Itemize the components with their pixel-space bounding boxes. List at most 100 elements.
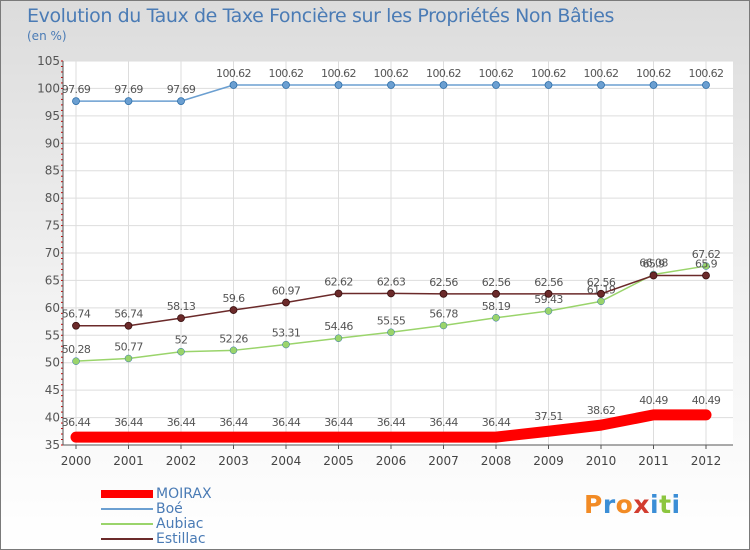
data-point <box>492 314 500 322</box>
data-label: 40.49 <box>639 394 668 407</box>
y-tick-label: 50 <box>45 356 60 370</box>
data-label: 100.62 <box>374 67 409 80</box>
data-label: 100.62 <box>269 67 304 80</box>
data-label: 56.74 <box>114 308 143 321</box>
x-tick-label: 2007 <box>428 454 459 468</box>
data-label: 36.44 <box>219 416 248 429</box>
y-tick-label: 90 <box>45 136 60 150</box>
logo-letter: o <box>615 490 634 519</box>
data-label: 52.26 <box>219 332 248 345</box>
y-tick-label: 35 <box>45 438 60 452</box>
legend-item-moirax: MOIRAX <box>101 487 212 501</box>
legend-item-estillac: Estillac <box>101 532 206 546</box>
data-label: 56.74 <box>62 308 91 321</box>
data-label: 36.44 <box>272 416 301 429</box>
data-point <box>597 81 605 89</box>
data-label: 60.97 <box>272 285 301 298</box>
data-point <box>544 307 553 315</box>
data-label: 55.55 <box>377 314 406 327</box>
data-point <box>229 346 238 355</box>
x-tick-label: 2000 <box>61 454 92 468</box>
data-label: 100.62 <box>636 67 671 80</box>
data-point <box>702 81 710 89</box>
y-tick-label: 100 <box>37 81 60 95</box>
series-line-moirax <box>70 409 712 443</box>
data-label: 100.62 <box>216 67 251 80</box>
data-label: 67.62 <box>692 248 721 261</box>
data-label: 100.62 <box>479 67 514 80</box>
data-point <box>124 97 133 106</box>
y-tick-label: 45 <box>45 383 60 397</box>
y-tick-label: 40 <box>45 411 60 425</box>
y-tick-label: 105 <box>37 54 60 68</box>
y-tick-label: 65 <box>45 273 60 287</box>
legend-label-moirax: MOIRAX <box>156 486 212 502</box>
data-label: 100.62 <box>584 67 619 80</box>
data-point <box>334 334 343 342</box>
data-point <box>72 97 80 106</box>
data-label: 40.49 <box>692 394 721 407</box>
data-label: 62.63 <box>377 275 406 288</box>
logo-letter: x <box>633 490 650 519</box>
data-label: 50.28 <box>62 343 91 356</box>
legend-swatch-aubiac <box>101 523 153 525</box>
x-tick-label: 2009 <box>533 454 564 468</box>
data-label: 59.6 <box>222 292 245 305</box>
data-point <box>439 321 448 330</box>
data-point <box>439 289 448 298</box>
data-point <box>124 321 133 330</box>
x-tick-label: 2006 <box>376 454 407 468</box>
data-label: 36.44 <box>114 416 143 429</box>
data-label: 58.13 <box>167 300 196 313</box>
data-label: 58.19 <box>482 300 511 313</box>
data-label: 97.69 <box>62 83 91 96</box>
data-point <box>387 289 395 298</box>
data-label: 54.46 <box>324 320 353 333</box>
chart-title: Evolution du Taux de Taxe Foncière sur l… <box>27 5 615 27</box>
data-label: 36.44 <box>429 416 458 429</box>
data-label: 36.44 <box>482 416 511 429</box>
y-tick-label: 75 <box>45 219 60 233</box>
data-label: 36.44 <box>167 416 196 429</box>
logo-letter: i <box>650 490 660 519</box>
y-tick-label: 55 <box>45 328 60 342</box>
data-label: 97.69 <box>114 83 143 96</box>
x-tick-label: 2004 <box>271 454 302 468</box>
data-point <box>544 289 553 298</box>
data-label: 36.44 <box>324 416 353 429</box>
data-label: 38.62 <box>587 404 616 417</box>
x-tick-label: 2003 <box>218 454 249 468</box>
legend-item-boe: Boé <box>101 502 183 516</box>
y-tick-label: 80 <box>45 191 60 205</box>
data-label: 100.62 <box>689 67 724 80</box>
data-label: 36.44 <box>377 416 406 429</box>
data-point <box>439 81 448 89</box>
data-point <box>72 357 80 365</box>
x-tick-label: 2012 <box>691 454 722 468</box>
data-point <box>177 347 185 356</box>
y-tick-label: 85 <box>45 164 60 178</box>
data-label: 59.43 <box>534 293 563 306</box>
data-label: 53.31 <box>272 327 301 340</box>
data-label: 56.78 <box>429 308 458 321</box>
logo-letter: i <box>671 490 681 519</box>
proxiti-logo: Proxiti <box>584 490 681 519</box>
x-tick-label: 2002 <box>166 454 197 468</box>
data-label: 100.62 <box>531 67 566 80</box>
x-tick-label: 2008 <box>481 454 512 468</box>
data-point <box>387 328 395 337</box>
x-tick-label: 2011 <box>638 454 669 468</box>
data-label: 65.9 <box>642 257 665 270</box>
data-point <box>334 289 343 298</box>
data-point <box>229 306 238 314</box>
data-point <box>597 297 605 306</box>
data-point <box>702 262 710 270</box>
data-point <box>649 81 658 89</box>
data-point <box>702 271 710 280</box>
data-point <box>124 354 133 363</box>
data-label: 100.62 <box>426 67 461 80</box>
data-label: 65.9 <box>695 257 718 270</box>
data-point <box>282 340 290 349</box>
data-point <box>177 97 185 106</box>
